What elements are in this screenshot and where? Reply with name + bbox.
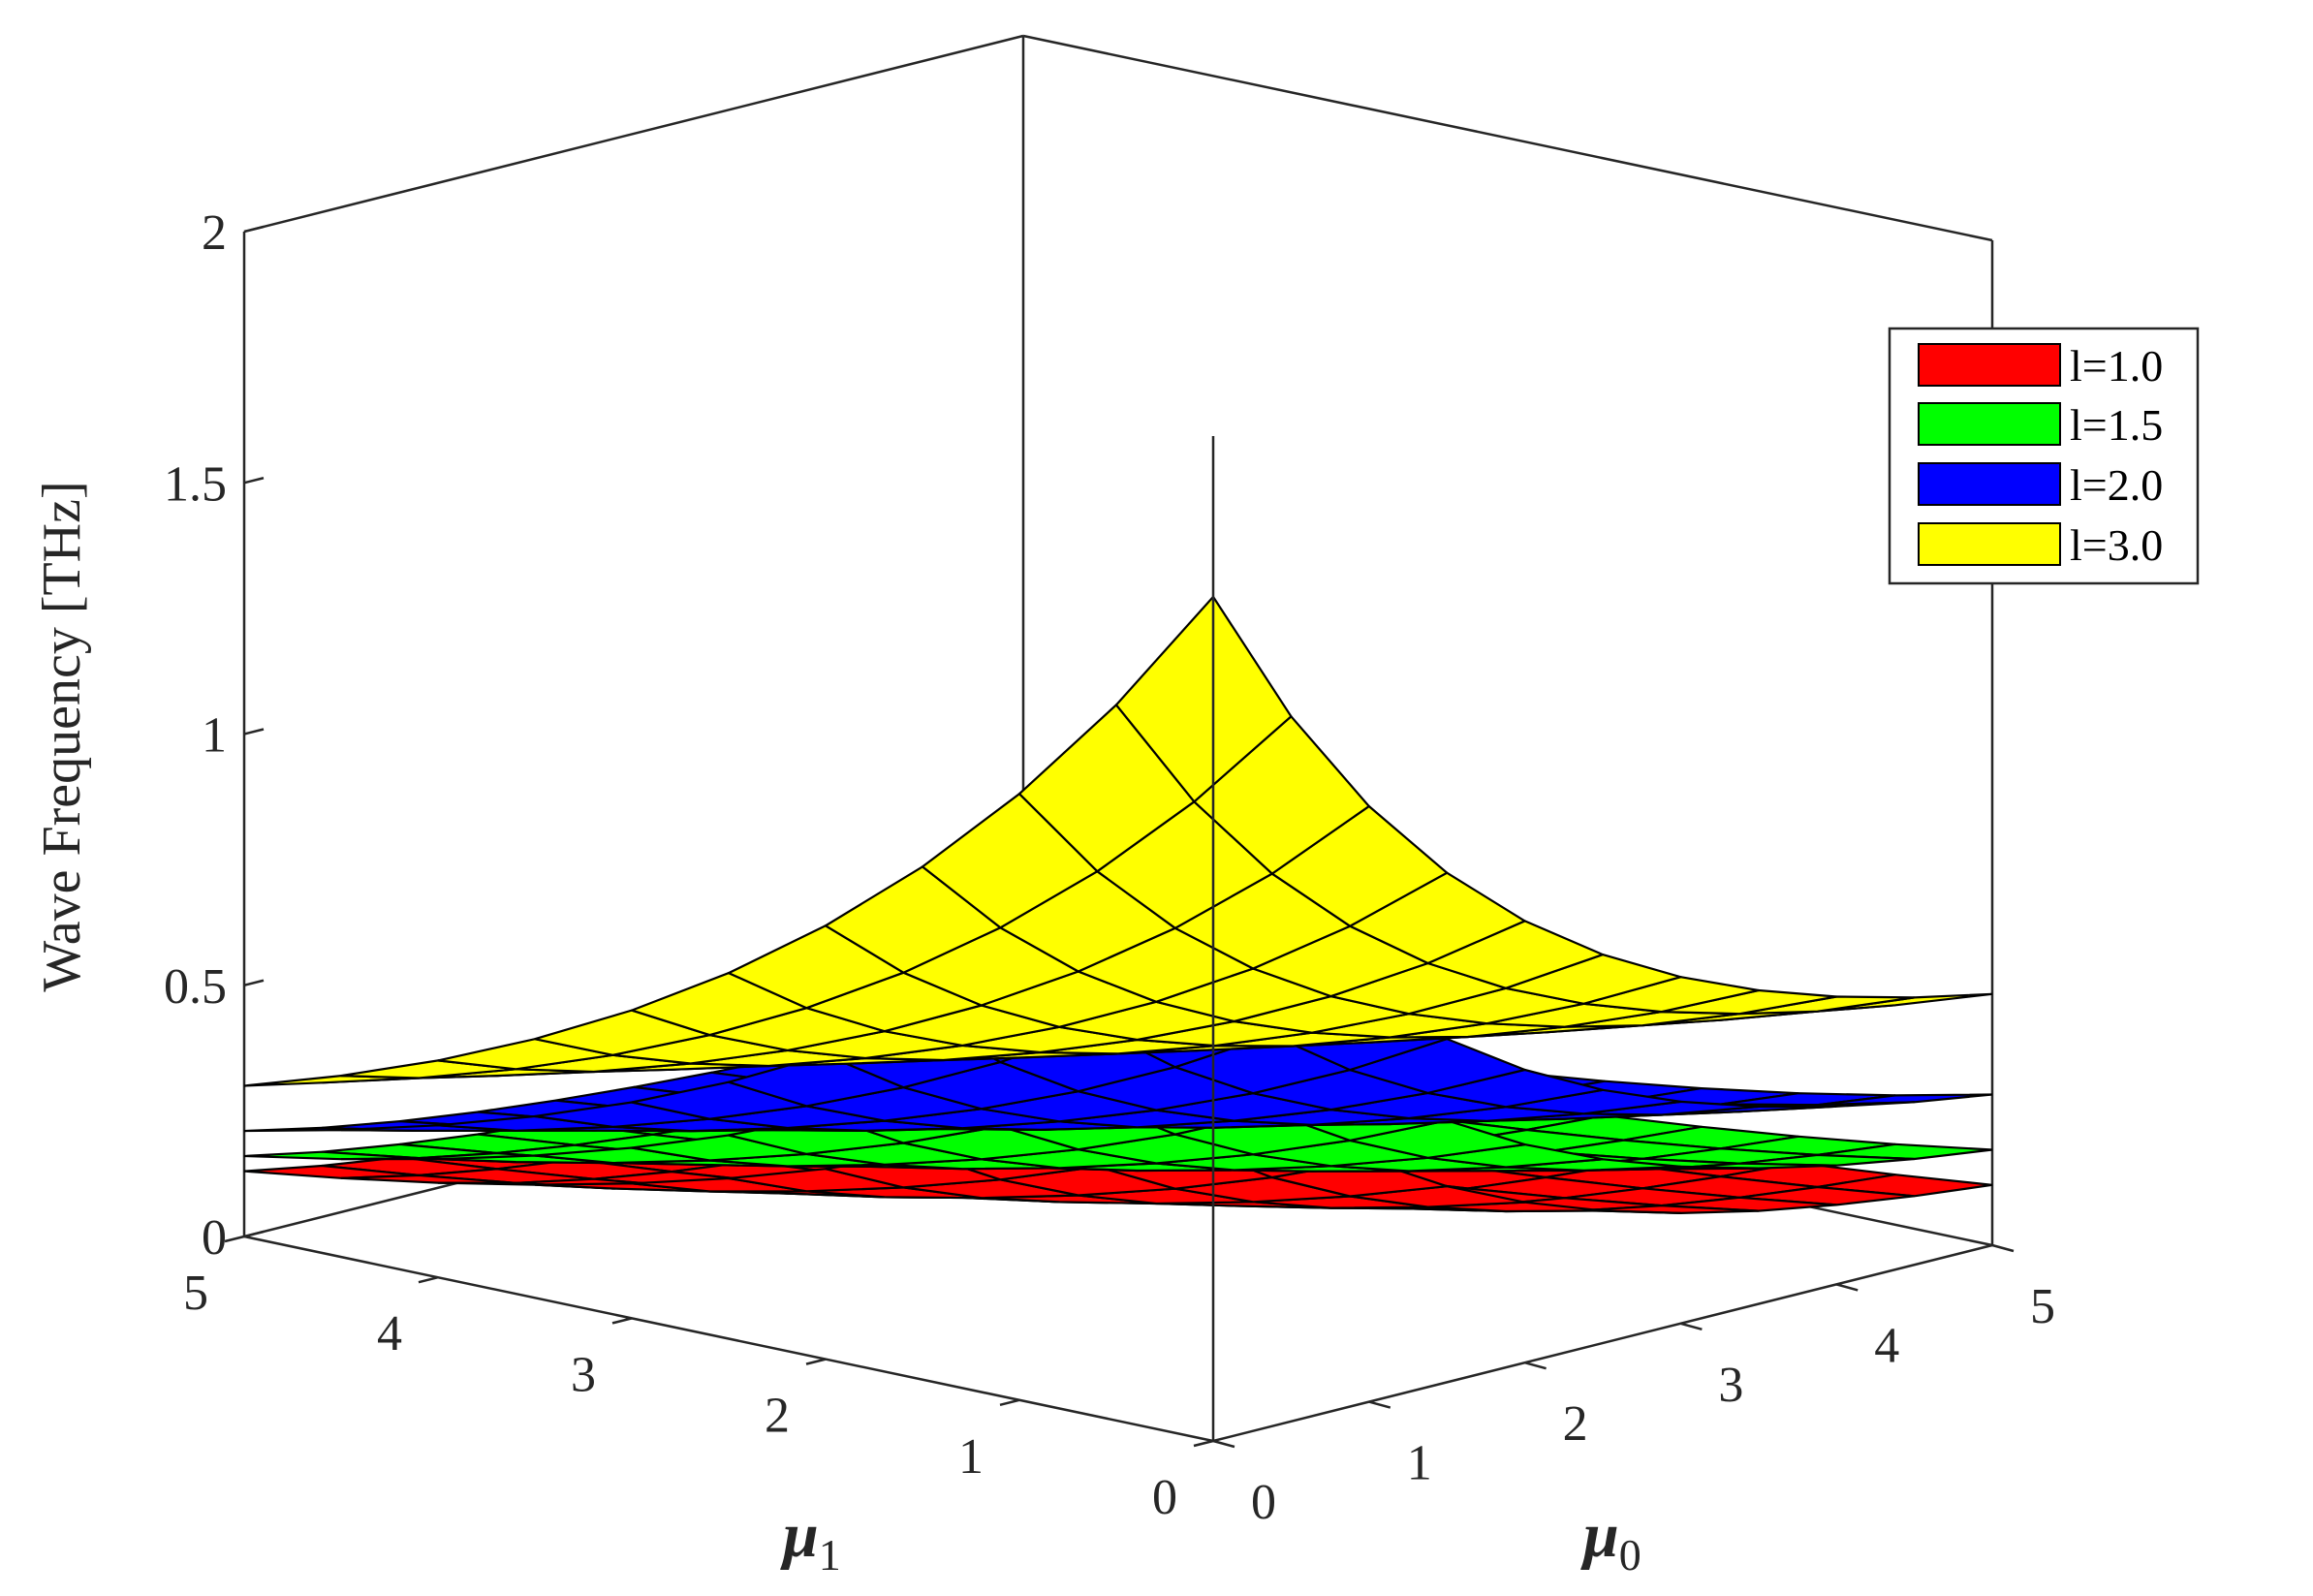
mu0-axis-title: μ0	[1580, 1500, 1641, 1580]
mu1-tick-mark	[999, 1398, 1020, 1407]
mu1-subscript: 1	[819, 1530, 841, 1580]
mu0-subscript: 0	[1619, 1530, 1641, 1580]
surface-layers	[243, 595, 1993, 1215]
mu0-symbol: μ	[1580, 1500, 1619, 1571]
mu0-tick-mark	[1368, 1400, 1391, 1409]
mu1-tick-label: 1	[958, 1429, 984, 1485]
mu0-tick-label: 2	[1563, 1396, 1588, 1452]
mu1-tick-mark	[611, 1317, 633, 1325]
surface-4	[243, 595, 1993, 1087]
z-axis-title: Wave Frequency [THz]	[32, 481, 92, 991]
z-tick-label: 1.5	[164, 456, 227, 512]
mu1-tick-mark	[805, 1358, 827, 1365]
legend: l=1.0 l=1.5 l=2.0 l=3.0	[1888, 327, 2200, 585]
mu0-tick-label: 3	[1718, 1358, 1743, 1413]
legend-item-4: l=3.0	[1918, 520, 2163, 570]
mu0-tick-mark	[1680, 1322, 1703, 1331]
z-tick-mark	[243, 225, 265, 234]
z-tick-label: 0	[202, 1210, 227, 1266]
legend-item-3: l=2.0	[1918, 460, 2163, 510]
box-edge-back-top-right	[1022, 34, 1993, 242]
mu0-tick-mark	[1524, 1361, 1547, 1370]
legend-item-2: l=1.5	[1918, 400, 2163, 450]
z-tick-mark	[243, 1230, 265, 1238]
legend-label-3: l=2.0	[2070, 460, 2163, 510]
legend-item-1: l=1.0	[1918, 341, 2163, 391]
surface-4-patch	[1114, 595, 1293, 803]
legend-label-1: l=1.0	[2070, 341, 2163, 391]
mu0-tick-mark	[1212, 1439, 1235, 1449]
mu1-axis-title: μ1	[780, 1500, 841, 1580]
mu1-tick-mark	[224, 1235, 245, 1243]
box-edge-front-floor-right	[1212, 1243, 1993, 1443]
legend-swatch-4	[1918, 522, 2061, 566]
legend-swatch-3	[1918, 462, 2061, 506]
mu1-tick-mark	[1193, 1439, 1214, 1448]
mu0-tick-mark	[1835, 1283, 1859, 1292]
z-tick-label: 0.5	[164, 959, 227, 1015]
mu1-tick-label: 2	[765, 1389, 790, 1444]
mu1-symbol: μ	[780, 1500, 819, 1571]
box-edge-front-floor-left	[243, 1235, 1214, 1443]
z-tick-label: 2	[202, 205, 227, 261]
z-tick-mark	[243, 728, 265, 735]
box-edge-back-top-left	[243, 34, 1024, 234]
mu0-tick-label: 0	[1251, 1475, 1276, 1530]
z-tick-mark	[243, 979, 265, 986]
mu1-tick-label: 3	[571, 1347, 596, 1402]
legend-swatch-2	[1918, 402, 2061, 446]
legend-label-4: l=3.0	[2070, 520, 2163, 570]
mu1-tick-label: 4	[377, 1306, 402, 1361]
z-tick-label: 1	[202, 708, 227, 764]
mu0-tick-label: 1	[1407, 1436, 1432, 1491]
axes-box-front	[243, 436, 1993, 1443]
mu1-tick-mark	[418, 1275, 439, 1284]
mu0-tick-mark	[1991, 1243, 2015, 1253]
z-tick-mark	[243, 477, 265, 485]
mu1-tick-label: 0	[1152, 1470, 1177, 1525]
legend-swatch-1	[1918, 343, 2061, 387]
mu1-tick-label: 5	[183, 1266, 208, 1321]
mu0-tick-label: 5	[2030, 1279, 2055, 1334]
mu0-tick-label: 4	[1874, 1318, 1899, 1373]
legend-label-2: l=1.5	[2070, 400, 2163, 450]
